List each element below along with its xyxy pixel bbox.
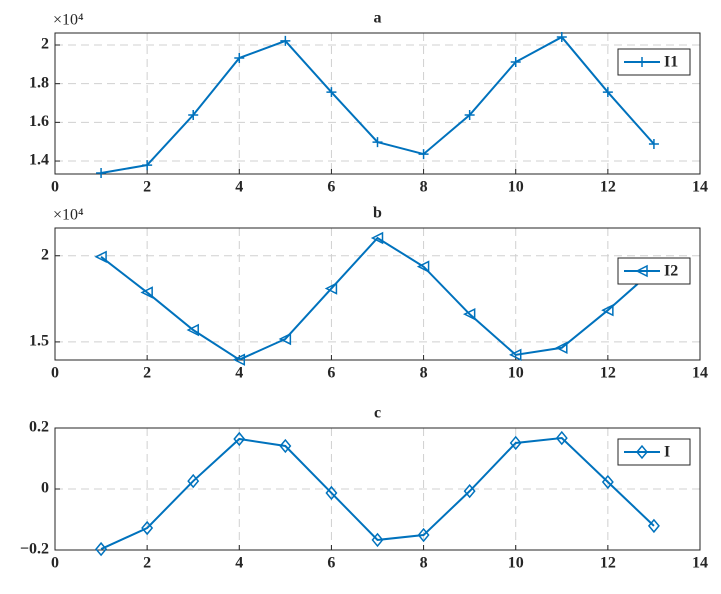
data-point xyxy=(140,286,153,299)
data-point xyxy=(463,483,476,499)
legend-label: I2 xyxy=(664,263,678,280)
data-point xyxy=(647,518,660,534)
legend-marker xyxy=(637,57,647,67)
axes-box xyxy=(54,32,701,175)
data-point xyxy=(233,431,246,447)
x-tick-label: 6 xyxy=(327,365,335,382)
y-tick-label: 2 xyxy=(41,36,49,53)
x-tick-label: 14 xyxy=(692,365,708,382)
y-tick-label: 0.2 xyxy=(29,419,49,436)
plot-area xyxy=(55,228,700,360)
data-point xyxy=(464,110,475,121)
x-tick-label: 12 xyxy=(600,555,616,572)
data-point xyxy=(416,260,430,273)
data-point xyxy=(232,353,246,366)
data-point xyxy=(96,168,107,179)
x-tick-label: 0 xyxy=(51,179,59,196)
x-tick-label: 14 xyxy=(692,179,708,196)
y-tick-label: 1.8 xyxy=(29,74,49,91)
data-point xyxy=(510,57,521,68)
chart-title: a xyxy=(374,10,382,27)
data-point xyxy=(555,341,568,354)
data-point xyxy=(325,485,338,501)
data-point xyxy=(324,282,338,295)
subplot: 0 2 4 6 8 10 12 14−0.200.2cI xyxy=(20,405,708,572)
x-tick-label: 10 xyxy=(508,365,524,382)
data-point xyxy=(234,52,245,63)
x-tick-label: 10 xyxy=(508,555,524,572)
x-tick-label: 8 xyxy=(420,365,428,382)
data-point xyxy=(417,527,430,543)
subplot: 0 2 4 6 8 10 12 14 1.5 2 b ×10⁴ I2 xyxy=(29,205,708,382)
data-point xyxy=(601,303,614,317)
legend-marker xyxy=(635,264,648,278)
data-point xyxy=(186,323,199,337)
x-tick-label: 0 xyxy=(51,555,59,572)
data-point xyxy=(371,532,384,548)
data-point xyxy=(418,149,429,160)
data-point xyxy=(509,348,522,362)
data-point xyxy=(601,474,614,490)
y-multiplier: ×10⁴ xyxy=(53,12,84,29)
data-point xyxy=(142,160,153,171)
y-tick-label: 1.4 xyxy=(29,152,49,169)
legend-label: I1 xyxy=(664,54,678,71)
data-point xyxy=(326,87,337,98)
data-point xyxy=(370,231,384,245)
x-tick-label: 10 xyxy=(508,179,524,196)
chart-title: c xyxy=(374,405,381,422)
chart-title: b xyxy=(373,205,382,222)
axes-box xyxy=(54,227,701,361)
series-line xyxy=(100,437,655,550)
y-tick-label: 0 xyxy=(41,480,49,497)
x-tick-label: 4 xyxy=(235,365,243,382)
y-multiplier: ×10⁴ xyxy=(53,207,84,224)
x-tick-label: 2 xyxy=(143,179,151,196)
axes-box xyxy=(54,427,701,551)
data-point xyxy=(95,541,108,557)
data-point xyxy=(372,137,383,148)
x-tick-label: 8 xyxy=(420,555,428,572)
series-line xyxy=(100,236,655,360)
data-point xyxy=(188,110,199,121)
x-tick-label: 12 xyxy=(600,179,616,196)
data-point xyxy=(462,307,476,321)
subplot: 0 2 4 6 8 10 12 14 1.4 1.6 1.8 2 a ×10⁴ I1 xyxy=(29,10,708,196)
y-tick-label: 1.5 xyxy=(29,333,49,350)
x-tick-label: 8 xyxy=(420,179,428,196)
data-point xyxy=(141,520,154,536)
data-point xyxy=(278,332,292,346)
plot-area xyxy=(55,33,700,174)
x-tick-label: 6 xyxy=(327,179,335,196)
x-tick-label: 2 xyxy=(143,365,151,382)
x-tick-label: 6 xyxy=(327,555,335,572)
x-tick-label: 4 xyxy=(235,179,243,196)
y-tick-label: 2 xyxy=(41,246,49,263)
data-point xyxy=(187,473,200,489)
x-tick-label: 2 xyxy=(143,555,151,572)
data-point xyxy=(556,32,567,43)
x-tick-label: 0 xyxy=(51,365,59,382)
x-tick-label: 14 xyxy=(692,555,708,572)
legend-marker xyxy=(636,444,648,460)
data-point xyxy=(555,430,568,446)
y-tick-label: 1.6 xyxy=(29,113,49,130)
y-tick-label: −0.2 xyxy=(20,541,49,558)
data-point xyxy=(280,35,291,46)
data-point xyxy=(94,250,107,263)
x-tick-label: 12 xyxy=(600,365,616,382)
x-tick-label: 4 xyxy=(235,555,243,572)
data-point xyxy=(279,438,292,454)
data-point xyxy=(602,87,613,98)
data-point xyxy=(648,139,659,150)
legend-label: I xyxy=(664,444,670,461)
data-point xyxy=(509,435,522,451)
